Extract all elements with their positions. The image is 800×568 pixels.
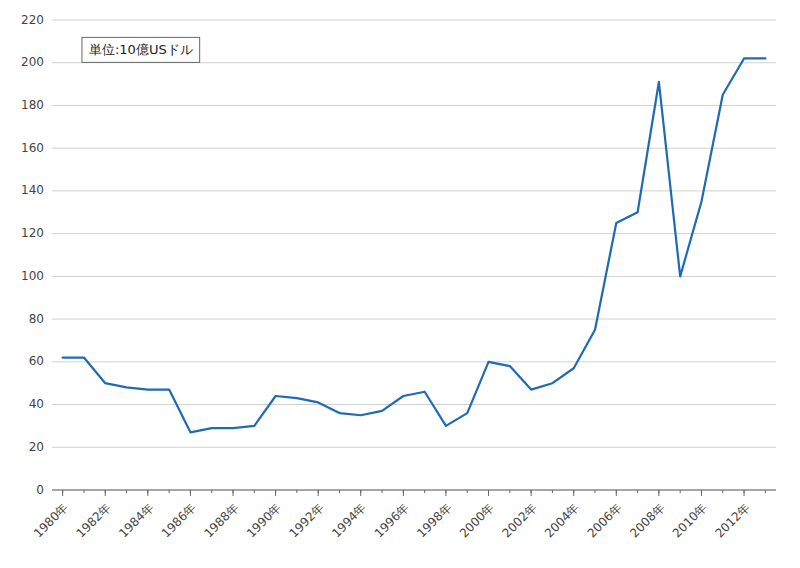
x-tick-label: 2002年 [499, 500, 539, 540]
x-tick [360, 490, 361, 496]
grid-line [52, 490, 776, 491]
x-tick [744, 490, 745, 496]
x-tick-label: 2000年 [457, 500, 497, 540]
x-tick-label: 1996年 [372, 500, 412, 540]
x-tick-label: 1990年 [244, 500, 284, 540]
x-minor-tick [169, 490, 170, 493]
y-tick-label: 200 [21, 55, 44, 69]
x-tick-label: 1992年 [287, 500, 327, 540]
grid [52, 20, 776, 490]
y-tick-label: 140 [21, 183, 44, 197]
grid-line [52, 276, 776, 277]
annotation: 単位:10億USドル [89, 42, 193, 57]
x-tick [701, 490, 702, 496]
y-tick-label: 40 [29, 397, 44, 411]
grid-line [52, 20, 776, 21]
x-minor-tick [382, 490, 383, 493]
x-minor-tick [211, 490, 212, 493]
x-minor-tick [637, 490, 638, 493]
grid-line [52, 105, 776, 106]
x-tick [616, 490, 617, 496]
x-tick [531, 490, 532, 496]
annotation-group: 単位:10億USドル [82, 37, 200, 62]
x-tick [62, 490, 63, 496]
plot-area [63, 58, 766, 432]
grid-line [52, 233, 776, 234]
y-tick-label: 80 [29, 312, 44, 326]
grid-line [52, 447, 776, 448]
x-minor-tick [296, 490, 297, 493]
x-tick-label: 2010年 [670, 500, 710, 540]
x-tick-label: 1984年 [116, 500, 156, 540]
x-tick-label: 1986年 [159, 500, 199, 540]
x-minor-tick [83, 490, 84, 493]
y-tick-label: 100 [21, 269, 44, 283]
y-tick-label: 160 [21, 141, 44, 155]
x-tick [275, 490, 276, 496]
chart: 0 20 40 60 80 100 120 140 160 180 200 220 1980年1982年… [0, 0, 800, 568]
x-tick [658, 490, 659, 496]
grid-line [52, 190, 776, 191]
grid-line [52, 361, 776, 362]
x-tick-label: 2012年 [712, 500, 752, 540]
x-minor-tick [254, 490, 255, 493]
x-minor-tick [680, 490, 681, 493]
x-tick [445, 490, 446, 496]
annotation-box [82, 37, 200, 62]
x-axis-line [52, 490, 776, 491]
x-minor-tick [424, 490, 425, 493]
x-tick [573, 490, 574, 496]
x-tick [488, 490, 489, 496]
x-tick-label: 2004年 [542, 500, 582, 540]
grid-line [52, 148, 776, 149]
x-tick-label: 1988年 [201, 500, 241, 540]
x-tick [105, 490, 106, 496]
x-tick [233, 490, 234, 496]
x-minor-tick [126, 490, 127, 493]
y-tick-label: 220 [21, 13, 44, 27]
y-tick-label: 180 [21, 98, 44, 112]
y-tick-label: 120 [21, 226, 44, 240]
x-tick-label: 1980年 [31, 500, 71, 540]
x-minor-tick [467, 490, 468, 493]
x-tick [403, 490, 404, 496]
x-minor-tick [339, 490, 340, 493]
x-minor-tick [765, 490, 766, 493]
grid-line [52, 404, 776, 405]
grid-line [52, 319, 776, 320]
y-tick-label: 60 [29, 354, 44, 368]
x-tick-label: 1994年 [329, 500, 369, 540]
x-tick [147, 490, 148, 496]
x-minor-tick [552, 490, 553, 493]
x-tick [318, 490, 319, 496]
x-tick-label: 1982年 [74, 500, 114, 540]
x-minor-tick [595, 490, 596, 493]
y-tick-label: 0 [36, 483, 44, 497]
data-line [63, 58, 766, 432]
x-minor-tick [722, 490, 723, 493]
x-tick-label: 2006年 [585, 500, 625, 540]
x-tick [190, 490, 191, 496]
x-minor-tick [509, 490, 510, 493]
y-tick-label: 20 [29, 440, 44, 454]
x-tick-label: 1998年 [414, 500, 454, 540]
x-tick-label: 2008年 [627, 500, 667, 540]
